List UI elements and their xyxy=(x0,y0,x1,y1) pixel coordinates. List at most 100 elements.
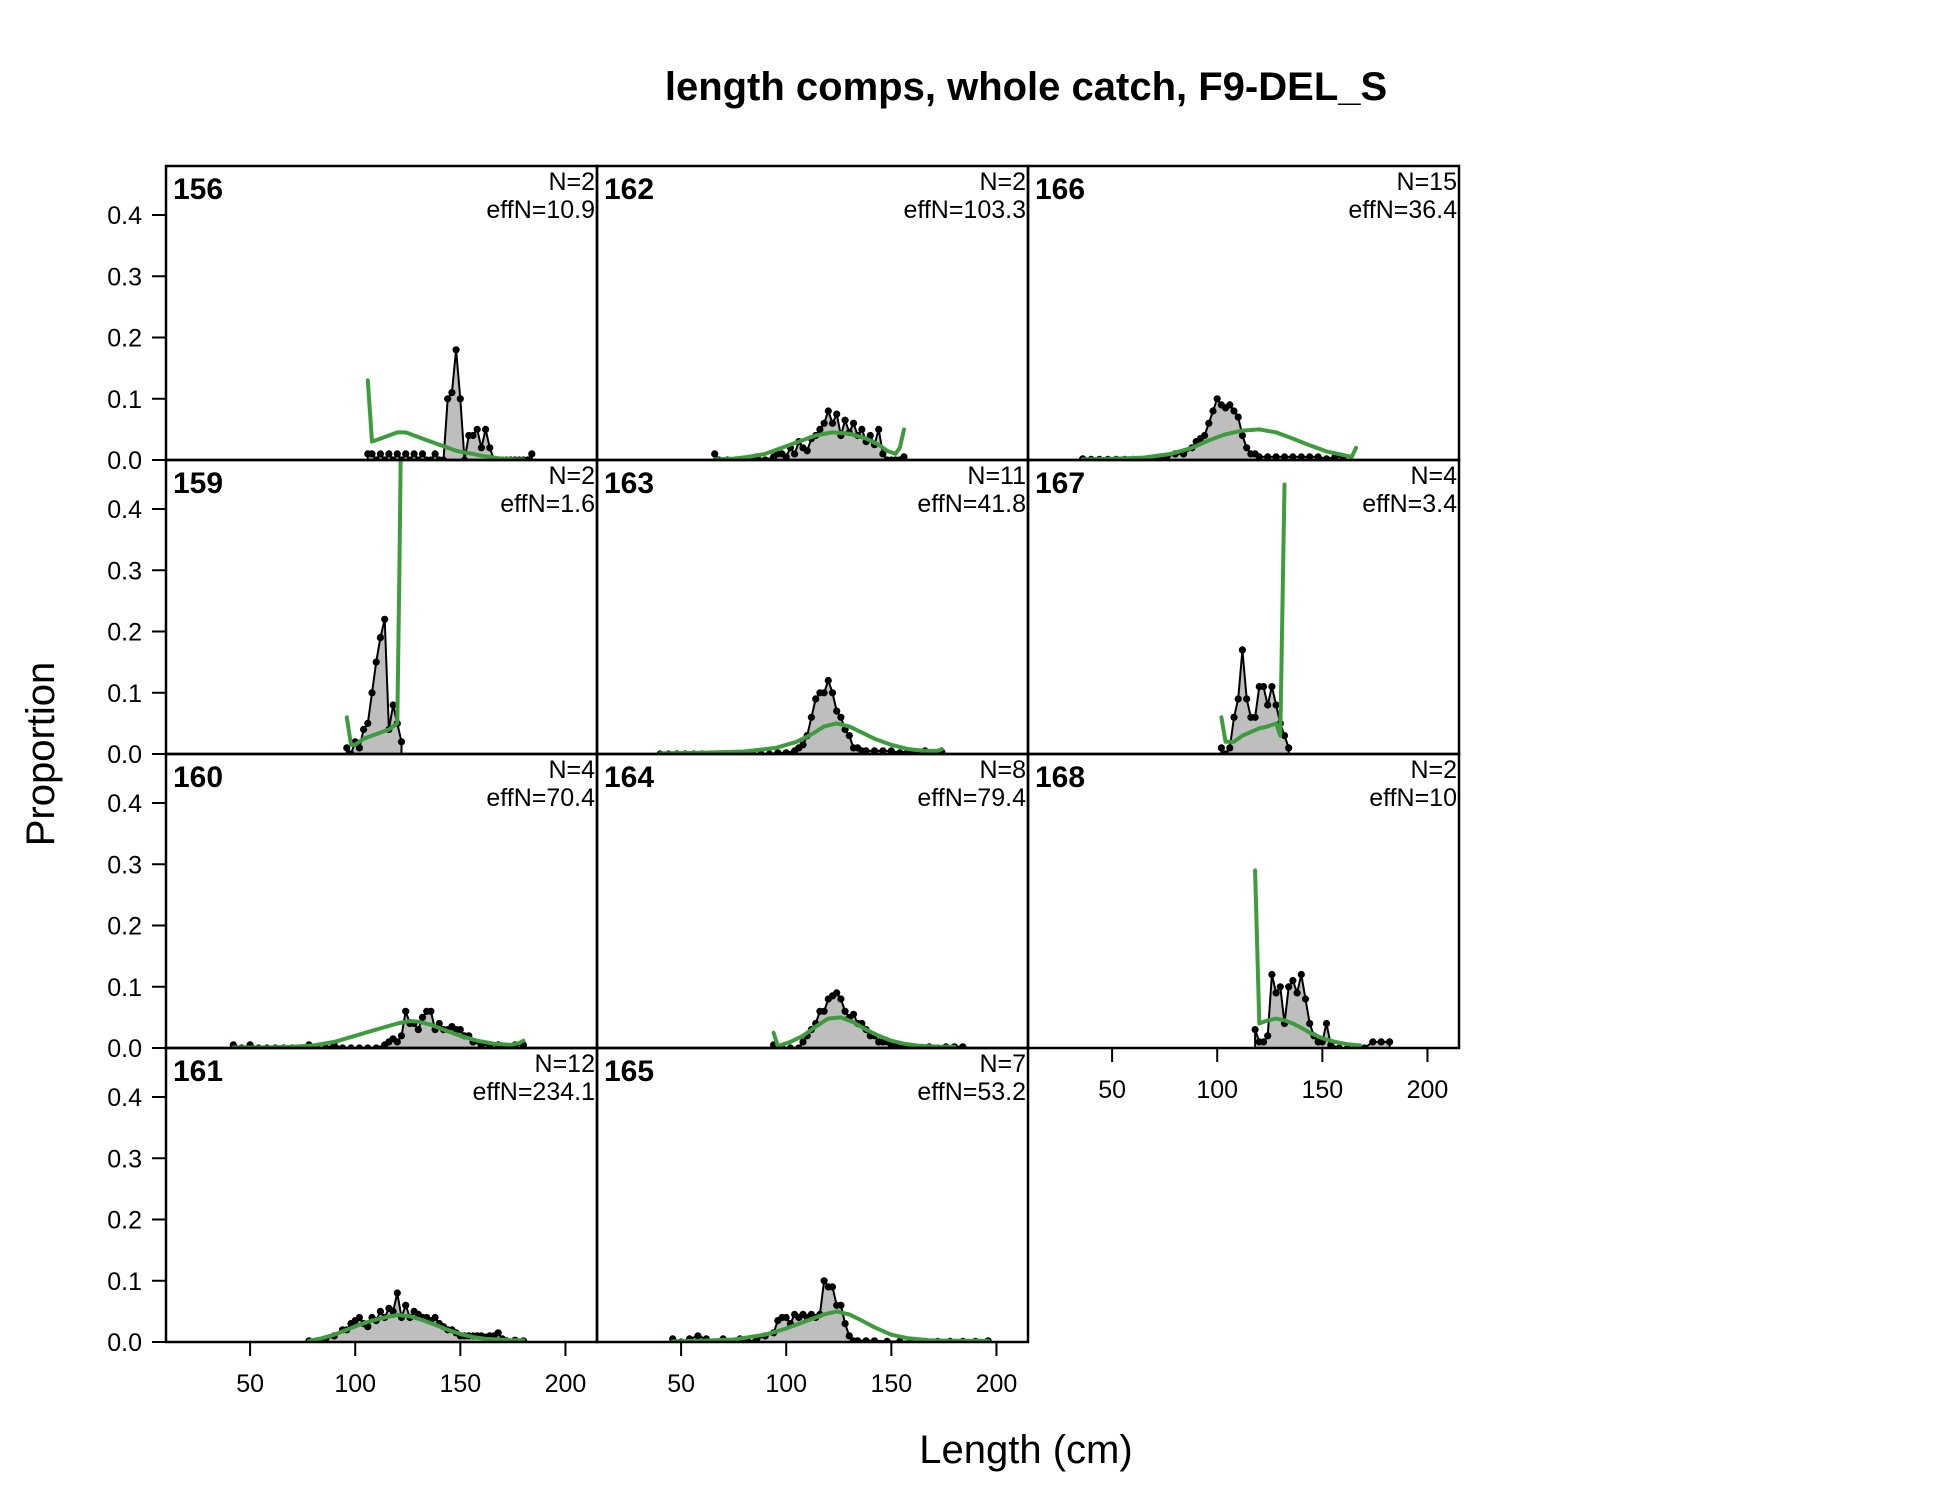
panel-plot-area xyxy=(166,1289,597,1342)
observed-point xyxy=(1226,744,1234,752)
observed-point xyxy=(376,450,384,458)
observed-point xyxy=(1230,407,1238,415)
observed-point xyxy=(528,450,536,458)
observed-point xyxy=(694,1332,702,1340)
observed-point xyxy=(1234,695,1242,703)
panel-id-label: 166 xyxy=(1035,173,1085,206)
observed-point xyxy=(355,744,363,752)
observed-point xyxy=(1276,983,1284,991)
observed-point xyxy=(820,689,828,697)
observed-point xyxy=(1201,431,1209,440)
observed-point xyxy=(837,1301,845,1309)
observed-point xyxy=(343,744,351,752)
y-tick-label: 0.0 xyxy=(107,447,142,475)
panel-frame xyxy=(595,1046,1030,1344)
observed-point xyxy=(427,1007,435,1015)
effective-n-label: effN=70.4 xyxy=(486,784,595,812)
sample-size-label: N=11 xyxy=(967,462,1026,490)
effective-n-label: effN=41.8 xyxy=(917,490,1026,518)
observed-point xyxy=(1272,453,1280,460)
panel-id-label: 159 xyxy=(173,467,223,500)
observed-point xyxy=(469,431,477,440)
observed-point xyxy=(833,707,841,715)
observed-point xyxy=(1251,713,1259,721)
observed-point xyxy=(1205,419,1213,427)
observed-point xyxy=(397,738,406,746)
observed-point xyxy=(1293,989,1301,997)
observed-point xyxy=(807,713,816,721)
observed-point xyxy=(431,450,439,458)
panel-id-label: 168 xyxy=(1035,761,1085,794)
panel-plot-area xyxy=(597,1277,1028,1342)
observed-point xyxy=(879,450,887,458)
panel-id-label: 164 xyxy=(604,761,654,794)
effective-n-label: effN=103.3 xyxy=(903,196,1026,224)
observed-point xyxy=(820,1007,828,1015)
observed-point xyxy=(360,725,368,734)
x-axis-label: Length (cm) xyxy=(919,1428,1132,1472)
panel-id-label: 165 xyxy=(604,1055,654,1088)
observed-point xyxy=(486,444,494,452)
panel-id-label: 162 xyxy=(604,173,654,206)
observed-point xyxy=(799,741,807,749)
y-tick-label: 0.0 xyxy=(107,741,142,769)
observed-point xyxy=(1217,744,1225,752)
observed-point xyxy=(1238,431,1246,440)
sample-size-label: N=7 xyxy=(979,1050,1026,1078)
observed-point xyxy=(1377,1038,1385,1046)
sample-size-label: N=4 xyxy=(1410,462,1457,490)
observed-point xyxy=(900,453,908,460)
expected-line xyxy=(344,460,403,747)
observed-point xyxy=(1255,453,1263,460)
observed-point xyxy=(1264,1032,1272,1040)
observed-point xyxy=(368,689,376,697)
expected-line xyxy=(365,378,526,460)
panel-plot-area xyxy=(1028,482,1459,754)
observed-point xyxy=(1226,401,1234,409)
observed-point xyxy=(473,425,481,433)
observed-point xyxy=(824,676,832,685)
observed-point xyxy=(1280,732,1289,740)
effective-n-label: effN=10.9 xyxy=(486,196,595,224)
x-tick-label: 200 xyxy=(1407,1076,1449,1104)
observed-point xyxy=(1272,989,1280,997)
y-tick-label: 0.4 xyxy=(107,202,142,230)
observed-point xyxy=(782,453,790,460)
observed-point xyxy=(799,1038,807,1046)
observed-point xyxy=(393,1289,401,1297)
observed-point xyxy=(393,1038,401,1046)
y-tick-label: 0.2 xyxy=(107,619,142,647)
panel-id-label: 163 xyxy=(604,467,654,500)
effective-n-label: effN=79.4 xyxy=(917,784,1026,812)
observed-point xyxy=(1306,1019,1314,1028)
sample-size-label: N=8 xyxy=(979,756,1026,784)
y-tick-label: 0.0 xyxy=(107,1329,142,1357)
observed-point xyxy=(841,1007,849,1015)
x-tick-label: 100 xyxy=(765,1370,807,1398)
observed-point xyxy=(372,658,380,666)
observed-point xyxy=(858,425,866,433)
observed-point xyxy=(1243,444,1251,452)
sample-size-label: N=4 xyxy=(548,756,595,784)
observed-point xyxy=(397,1032,406,1040)
observed-point xyxy=(431,1313,439,1322)
observed-point xyxy=(389,1307,397,1315)
observed-point xyxy=(1243,695,1251,703)
observed-point xyxy=(1289,977,1297,985)
y-tick-label: 0.2 xyxy=(107,325,142,353)
observed-point xyxy=(782,1313,790,1322)
y-axis-label: Proportion xyxy=(19,662,63,847)
observed-point xyxy=(1209,407,1217,415)
observed-point xyxy=(456,1026,464,1034)
observed-point xyxy=(849,419,858,427)
y-tick-label: 0.4 xyxy=(107,790,142,818)
panel-plot-area xyxy=(166,346,597,460)
effective-n-label: effN=3.4 xyxy=(1362,490,1457,518)
y-tick-label: 0.3 xyxy=(107,851,142,879)
observed-point xyxy=(393,450,401,458)
